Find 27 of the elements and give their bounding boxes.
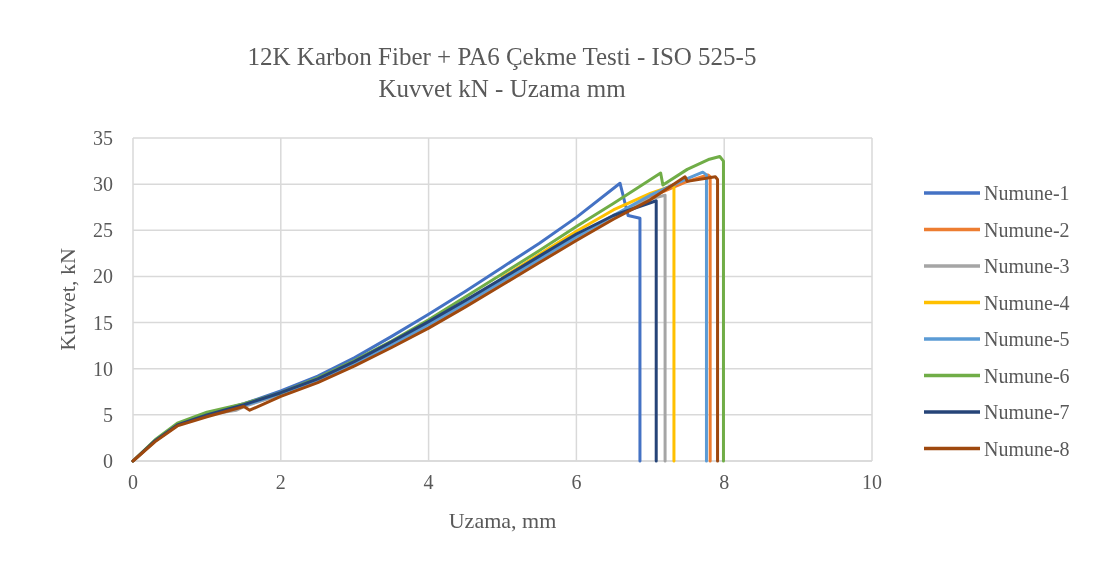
chart-subtitle: Kuvvet kN - Uzama mm bbox=[378, 75, 627, 102]
y-tick-label: 35 bbox=[93, 127, 113, 149]
x-tick-label: 4 bbox=[423, 471, 434, 493]
y-tick-label: 20 bbox=[93, 265, 113, 288]
x-tick-label: 6 bbox=[571, 471, 582, 493]
x-axis-title: Uzama, mm bbox=[448, 508, 557, 533]
y-tick-label: 15 bbox=[93, 311, 113, 334]
y-tick-label: 0 bbox=[103, 450, 113, 472]
legend-label: Numune-7 bbox=[984, 401, 1070, 423]
x-tick-label: 2 bbox=[275, 471, 286, 493]
legend-label: Numune-1 bbox=[984, 182, 1070, 204]
y-tick-label: 5 bbox=[103, 403, 113, 426]
legend-label: Numune-6 bbox=[984, 364, 1070, 387]
x-tick-label: 0 bbox=[128, 471, 138, 493]
y-tick-label: 30 bbox=[93, 173, 113, 196]
y-axis-title: Kuvvet, kN bbox=[55, 248, 80, 351]
y-tick-label: 25 bbox=[93, 219, 113, 242]
legend-label: Numune-3 bbox=[984, 255, 1070, 277]
y-tick-label: 10 bbox=[93, 357, 113, 380]
x-tick-label: 8 bbox=[719, 471, 730, 493]
legend-label: Numune-4 bbox=[984, 291, 1070, 314]
legend-label: Numune-5 bbox=[984, 328, 1070, 350]
legend-label: Numune-8 bbox=[984, 437, 1070, 460]
chart-title: 12K Karbon Fiber + PA6 Çekme Testi - ISO 525-5 bbox=[247, 43, 757, 70]
legend-label: Numune-2 bbox=[984, 218, 1070, 241]
x-tick-label: 10 bbox=[862, 471, 882, 493]
line-series bbox=[501, 183, 676, 463]
